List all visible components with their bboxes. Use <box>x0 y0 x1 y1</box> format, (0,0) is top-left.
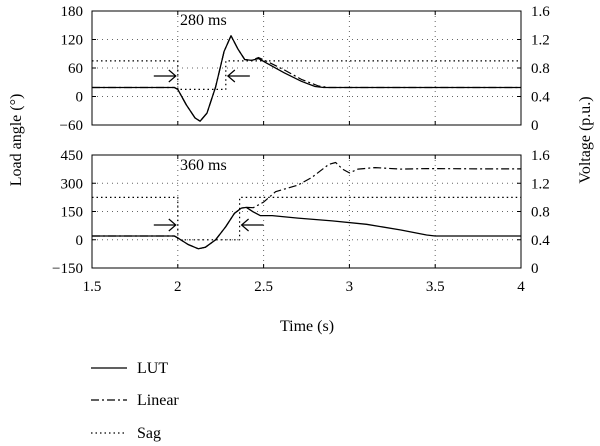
duration-annotation: 280 ms <box>180 12 227 29</box>
series-line-sag <box>92 60 521 91</box>
top-panel: 180 120 60 0 −60 1.6 1.2 0.8 0.4 0 280 ms <box>60 4 551 134</box>
duration-arrowhead-right <box>226 69 236 83</box>
y-tick-label-right: 1.6 <box>531 4 550 20</box>
y-tick-label-left: 0 <box>76 90 84 106</box>
y-tick-label-right: 0.4 <box>531 90 550 106</box>
y-tick-label-left: 120 <box>61 33 84 49</box>
y-tick-label-right: 0.8 <box>531 205 550 221</box>
legend-label-lut: LUT <box>137 360 168 377</box>
y-axis-title-left: Load angle (°) <box>8 94 25 187</box>
y-tick-label-left: 180 <box>61 4 84 20</box>
series-line-lut <box>92 35 521 122</box>
x-tick-label: 4 <box>517 279 525 295</box>
x-tick-label: 2.5 <box>254 279 273 295</box>
y-tick-label-right: 0 <box>531 261 539 277</box>
y-tick-label-left: −150 <box>52 261 83 277</box>
legend-label-sag: Sag <box>137 425 161 442</box>
duration-annotation: 360 ms <box>180 157 227 174</box>
y-tick-label-right: 1.6 <box>531 148 550 164</box>
y-axis-title-right: Voltage (p.u.) <box>577 96 594 183</box>
series-line-lut <box>92 206 521 250</box>
y-tick-label-left: −60 <box>60 118 83 134</box>
y-tick-label-right: 0 <box>531 118 539 134</box>
duration-arrowhead-left <box>168 69 177 83</box>
y-tick-label-right: 1.2 <box>531 33 550 49</box>
plot-frame <box>91 10 522 126</box>
y-tick-label-right: 0.4 <box>531 233 550 249</box>
x-tick-label: 2 <box>174 279 182 295</box>
y-tick-label-left: 300 <box>61 176 84 192</box>
legend: LUT Linear Sag <box>91 360 179 442</box>
x-tick-label: 3.5 <box>426 279 445 295</box>
duration-arrowhead-left <box>168 218 177 232</box>
y-tick-label-right: 0.8 <box>531 61 550 77</box>
x-tick-label: 1.5 <box>83 279 102 295</box>
bottom-panel: 450 300 150 0 −150 1.6 1.2 0.8 0.4 0 1.5 2 2.5 3 3.5 4 3… <box>52 148 550 295</box>
series-line-linear <box>92 161 521 250</box>
y-tick-label-left: 60 <box>68 61 83 77</box>
series-line-sag <box>92 196 521 241</box>
duration-arrowhead-right <box>240 218 249 232</box>
x-axis-title: Time (s) <box>280 318 334 335</box>
plot-frame <box>91 154 522 269</box>
y-tick-label-left: 0 <box>76 233 84 249</box>
y-tick-label-left: 450 <box>61 148 84 164</box>
y-tick-label-left: 150 <box>61 205 84 221</box>
series-line-linear <box>92 35 521 122</box>
legend-label-linear: Linear <box>137 392 179 409</box>
x-tick-label: 3 <box>346 279 354 295</box>
y-tick-label-right: 1.2 <box>531 176 550 192</box>
